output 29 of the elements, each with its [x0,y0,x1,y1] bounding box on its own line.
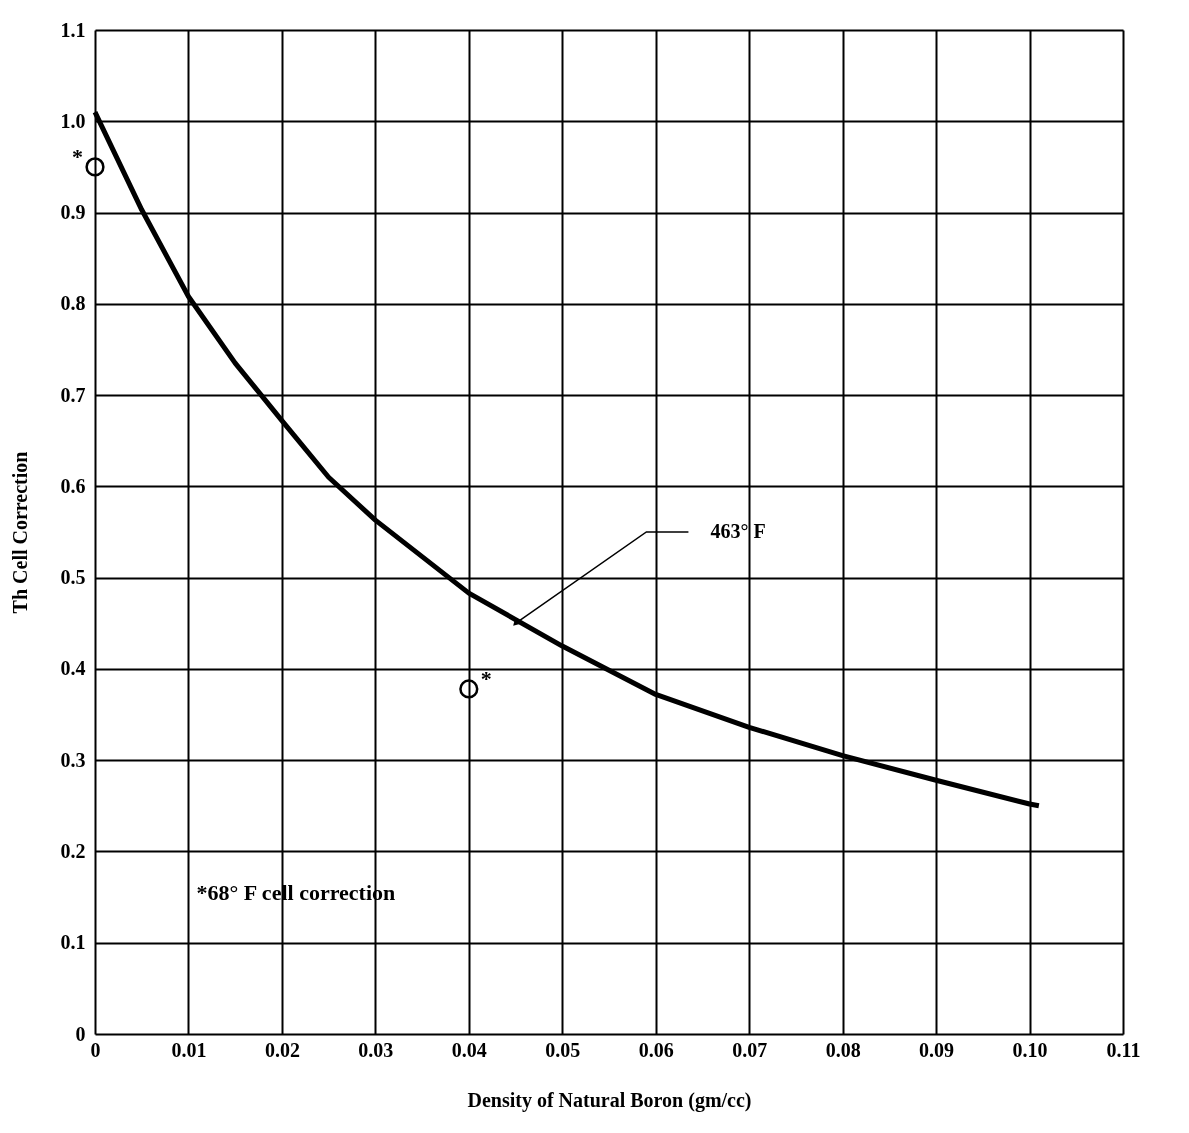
x-tick-label: 0.04 [451,1038,487,1061]
y-tick-label: 1.0 [60,109,86,132]
x-axis-title: Density of Natural Boron (gm/cc) [467,1088,752,1112]
x-tick-label: 0.10 [1012,1038,1048,1061]
y-tick-label: 0.7 [60,383,86,406]
x-tick-label: 0.09 [919,1038,955,1061]
y-axis-title: Th Cell Correction [8,451,31,614]
x-tick-label: 0.06 [638,1038,674,1061]
x-tick-label: 0 [90,1038,101,1061]
annotation: * [480,665,492,691]
y-tick-label: 0.5 [60,566,86,589]
y-tick-label: 0.2 [60,839,86,862]
y-tick-label: 0.6 [60,474,86,497]
x-tick-label: 0.07 [732,1038,768,1061]
y-tick-label: 0.4 [60,657,86,680]
y-tick-label: 0.3 [60,748,86,771]
annotation: * [72,143,83,169]
y-tick-label: 0.1 [60,931,86,954]
x-tick-label: 0.01 [171,1038,207,1061]
y-tick-label: 0.8 [60,292,86,315]
x-tick-label: 0.02 [264,1038,300,1061]
x-tick-label: 0.03 [358,1038,394,1061]
y-tick-label: 0.9 [60,201,86,224]
annotation: 463° F [710,520,766,542]
x-tick-label: 0.11 [1106,1038,1141,1061]
y-tick-label: 1.1 [60,18,86,41]
x-tick-label: 0.05 [545,1038,581,1061]
x-tick-label: 0.08 [825,1038,861,1061]
y-tick-label: 0 [75,1022,86,1045]
